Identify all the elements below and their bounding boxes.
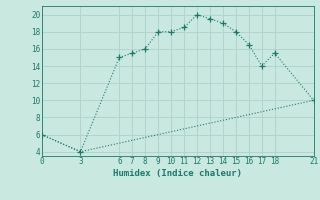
X-axis label: Humidex (Indice chaleur): Humidex (Indice chaleur)	[113, 169, 242, 178]
